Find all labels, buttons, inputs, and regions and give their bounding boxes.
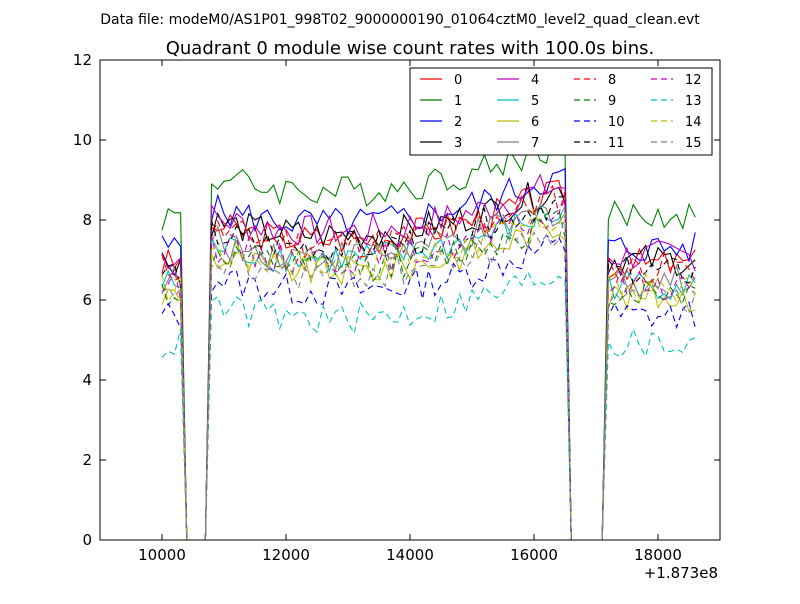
legend-label-0: 0 bbox=[454, 73, 462, 88]
legend-label-11: 11 bbox=[608, 136, 625, 151]
legend-label-14: 14 bbox=[685, 115, 702, 130]
y-tick-label: 10 bbox=[73, 131, 92, 149]
legend-label-15: 15 bbox=[685, 136, 702, 151]
series-line-12 bbox=[161, 198, 696, 541]
x-offset-label: +1.873e8 bbox=[644, 564, 718, 582]
y-tick-label: 0 bbox=[82, 531, 92, 549]
legend-label-8: 8 bbox=[608, 73, 616, 88]
legend-label-1: 1 bbox=[454, 94, 462, 109]
legend-label-10: 10 bbox=[608, 115, 625, 130]
y-tick-label: 6 bbox=[82, 291, 92, 309]
y-tick-label: 8 bbox=[82, 211, 92, 229]
x-tick-label: 14000 bbox=[386, 546, 434, 564]
legend-frame bbox=[409, 67, 713, 156]
y-tick-label: 12 bbox=[73, 51, 92, 69]
series-line-4 bbox=[161, 173, 696, 541]
x-tick-label: 12000 bbox=[262, 546, 310, 564]
legend-label-13: 13 bbox=[685, 94, 702, 109]
series-layer bbox=[161, 135, 696, 541]
series-line-1 bbox=[161, 135, 696, 541]
series-line-5 bbox=[161, 203, 696, 541]
legend-label-6: 6 bbox=[531, 115, 539, 130]
series-line-11 bbox=[161, 196, 696, 541]
file-title: Data file: modeM0/AS1P01_998T02_90000001… bbox=[100, 12, 700, 28]
x-tick-label: 16000 bbox=[510, 546, 558, 564]
legend-label-5: 5 bbox=[531, 94, 539, 109]
legend-label-7: 7 bbox=[531, 136, 539, 151]
legend-label-9: 9 bbox=[608, 94, 616, 109]
chart-title: Quadrant 0 module wise count rates with … bbox=[166, 38, 655, 59]
series-line-6 bbox=[161, 218, 696, 541]
series-line-15 bbox=[161, 215, 696, 541]
series-line-13 bbox=[161, 270, 696, 541]
legend-label-4: 4 bbox=[531, 73, 539, 88]
y-tick-label: 2 bbox=[82, 451, 92, 469]
y-tick-label: 4 bbox=[82, 371, 92, 389]
series-line-10 bbox=[161, 234, 696, 541]
x-tick-label: 18000 bbox=[634, 546, 682, 564]
legend-label-12: 12 bbox=[685, 73, 702, 88]
legend-label-3: 3 bbox=[454, 136, 462, 151]
legend-label-2: 2 bbox=[454, 115, 462, 130]
x-tick-label: 10000 bbox=[138, 546, 186, 564]
